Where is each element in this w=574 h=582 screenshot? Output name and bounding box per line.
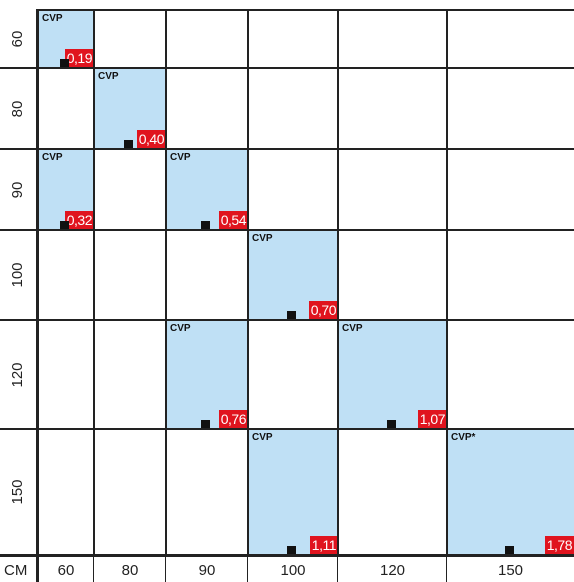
price-tag: 0,19 (64, 49, 94, 68)
grid-vline (36, 10, 39, 582)
cell-model-label: CVP (252, 432, 273, 443)
square-marker-icon (124, 140, 133, 148)
grid-vline (446, 10, 448, 555)
cell-model-label: CVP (252, 233, 273, 244)
price-tag: 0,54 (218, 211, 248, 230)
row-height-label: 90 (9, 181, 26, 198)
grid-hline (36, 9, 574, 11)
price-tag: 1,11 (309, 536, 338, 555)
square-marker-icon (386, 420, 396, 428)
cell-model-label: CVP (42, 13, 63, 24)
unit-label: CM (4, 562, 28, 579)
option-cell: CVP 0,19 (38, 10, 94, 68)
grid-hline (0, 554, 574, 557)
square-marker-icon (60, 221, 69, 229)
option-cell: CVP 0,70 (248, 230, 338, 320)
option-cell: CVP* 1,78 (447, 429, 574, 555)
square-marker-icon (60, 59, 69, 67)
row-height-label: 100 (9, 262, 26, 288)
grid-vline (247, 10, 249, 555)
option-cell: CVP 0,40 (94, 68, 166, 149)
price-tag: 1,07 (417, 410, 447, 429)
grid-hline (0, 428, 574, 430)
grid-vline (93, 10, 95, 555)
row-height-label: 60 (9, 30, 26, 48)
grid-vline (337, 10, 339, 555)
square-marker-icon (504, 546, 514, 554)
square-marker-icon (287, 311, 296, 319)
column-tick (446, 555, 447, 582)
price-tag: 1,78 (544, 536, 574, 555)
row-height-label: 120 (9, 361, 26, 388)
grid-hline (0, 319, 574, 321)
cell-model-label: CVP (342, 323, 363, 334)
column-width-label: 80 (121, 562, 139, 579)
cell-model-label: CVP (170, 152, 191, 163)
cell-model-label: CVP (98, 71, 119, 82)
cell-model-label: CVP (170, 323, 191, 334)
column-tick (165, 555, 166, 582)
column-width-label: 150 (497, 562, 524, 579)
cell-model-label: CVP (42, 152, 63, 163)
square-marker-icon (287, 546, 296, 554)
row-height-label: 150 (9, 479, 26, 505)
column-width-label: 60 (57, 562, 75, 579)
cell-model-label: CVP* (451, 432, 476, 443)
column-tick (247, 555, 248, 582)
option-cell: CVP 0,76 (166, 320, 248, 429)
column-width-label: 120 (379, 562, 406, 579)
grid-hline (0, 229, 574, 231)
square-marker-icon (201, 420, 210, 428)
grid-hline (0, 148, 574, 150)
grid-hline (0, 67, 574, 69)
row-height-label: 80 (9, 100, 26, 117)
option-cell: CVP 1,11 (248, 429, 338, 555)
column-width-label: 90 (198, 562, 216, 579)
option-cell: CVP 0,32 (38, 149, 94, 230)
price-tag: 0,32 (64, 211, 94, 230)
price-tag: 0,76 (218, 410, 248, 429)
grid-vline (165, 10, 167, 555)
column-tick (337, 555, 338, 582)
option-cell: CVP 1,07 (338, 320, 447, 429)
price-tag: 0,40 (136, 130, 166, 149)
square-marker-icon (201, 221, 210, 229)
price-tag: 0,70 (308, 301, 338, 320)
column-width-label: 100 (280, 562, 306, 579)
option-cell: CVP 0,54 (166, 149, 248, 230)
column-tick (93, 555, 94, 582)
